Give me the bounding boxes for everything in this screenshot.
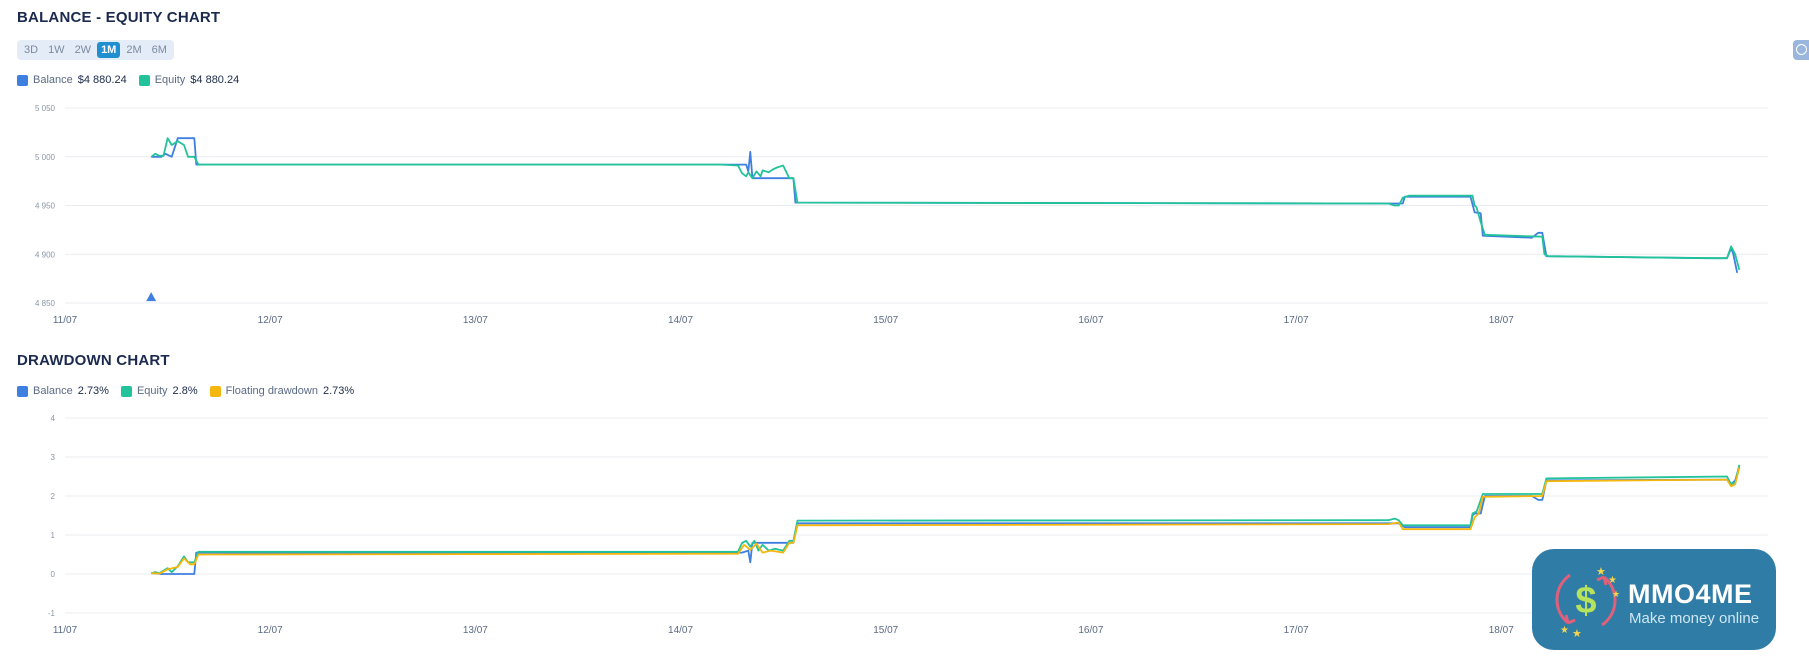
range-button-1w[interactable]: 1W	[48, 44, 65, 56]
equity-chart-legend: Balance $4 880.24 Equity $4 880.24	[17, 74, 251, 86]
watermark-subtitle: Make money online	[1629, 610, 1760, 627]
drawdown-chart-legend: Balance 2.73% Equity 2.8% Floating drawdown 2…	[17, 385, 366, 397]
x-tick-label: 17/07	[1284, 625, 1309, 636]
x-tick-label: 11/07	[53, 625, 78, 636]
watermark-title: MMO4ME	[1628, 579, 1753, 609]
svg-text:$: $	[1575, 580, 1596, 622]
x-tick-label: 13/07	[463, 315, 488, 326]
time-range-selector: 3D 1W 2W 1M 2M 6M	[17, 40, 174, 60]
range-button-6m[interactable]: 6M	[151, 44, 167, 56]
svg-text:★: ★	[1560, 625, 1569, 636]
dollar-logo-icon: $ ★ ★ ★ ★ ★	[1555, 566, 1620, 639]
y-tick-label: 4 900	[35, 250, 56, 259]
legend-name: Equity	[154, 74, 186, 86]
legend-swatch	[209, 385, 221, 397]
legend-item-equity[interactable]: Equity $4 880.24	[138, 74, 240, 86]
x-tick-label: 17/07	[1284, 315, 1309, 326]
zoom-out-icon	[1796, 44, 1807, 55]
svg-text:★: ★	[1596, 566, 1606, 578]
zoom-out-button[interactable]	[1793, 40, 1809, 60]
y-tick-label: 1	[51, 531, 56, 540]
x-tick-label: 15/07	[873, 625, 898, 636]
x-tick-label: 13/07	[463, 625, 488, 636]
y-tick-label: 3	[51, 453, 56, 462]
range-button-2m[interactable]: 2M	[126, 44, 142, 56]
x-tick-label: 14/07	[668, 625, 693, 636]
y-tick-label: 4	[51, 414, 56, 423]
x-tick-label: 18/07	[1489, 315, 1514, 326]
balance-equity-chart: 4 850 4 900 4 950 5 000 5 050 11/07 12/07 13/07…	[35, 104, 1768, 326]
legend-item-floating-drawdown[interactable]: Floating drawdown 2.73%	[209, 385, 355, 397]
series-line-equity	[150, 137, 1741, 271]
y-tick-label: -1	[48, 609, 56, 618]
legend-item-balance[interactable]: Balance 2.73%	[17, 385, 109, 397]
x-tick-label: 12/07	[258, 315, 283, 326]
equity-chart-title: BALANCE - EQUITY CHART	[17, 9, 221, 26]
legend-name: Floating drawdown	[225, 385, 318, 397]
legend-swatch	[120, 385, 132, 397]
legend-value: $4 880.24	[77, 74, 127, 86]
legend-value: $4 880.24	[190, 74, 240, 86]
y-tick-label: 4 850	[35, 299, 56, 308]
y-tick-label: 2	[51, 492, 56, 501]
x-tick-label: 11/07	[53, 315, 78, 326]
x-tick-label: 16/07	[1078, 625, 1103, 636]
mmo4me-watermark: $ ★ ★ ★ ★ ★ MMO4ME Make money online	[1532, 549, 1776, 650]
legend-item-balance[interactable]: Balance $4 880.24	[17, 74, 127, 86]
series-line-equity	[150, 464, 1741, 575]
range-button-2w[interactable]: 2W	[74, 44, 92, 56]
legend-value: 2.73%	[322, 385, 355, 397]
legend-item-equity[interactable]: Equity 2.8%	[120, 385, 198, 397]
y-tick-label: 5 000	[35, 153, 56, 162]
legend-value: 2.8%	[172, 385, 198, 397]
legend-swatch	[17, 74, 28, 86]
drawdown-chart: -1 0 1 2 3 4 11/07 12/07 13/07 14/07 15/07 16/07 17/…	[48, 414, 1768, 636]
legend-name: Equity	[136, 385, 168, 397]
legend-name: Balance	[33, 74, 73, 86]
x-tick-label: 15/07	[873, 315, 898, 326]
legend-swatch	[138, 74, 150, 86]
x-tick-label: 14/07	[668, 315, 693, 326]
svg-text:★: ★	[1612, 589, 1620, 599]
legend-name: Balance	[33, 385, 73, 397]
x-tick-label: 18/07	[1489, 625, 1514, 636]
legend-value: 2.73%	[77, 385, 109, 397]
range-button-1m[interactable]: 1M	[97, 42, 121, 58]
legend-swatch	[17, 385, 28, 397]
x-tick-label: 16/07	[1078, 315, 1103, 326]
y-tick-label: 0	[51, 570, 56, 579]
svg-text:★: ★	[1608, 575, 1617, 586]
range-button-3d[interactable]: 3D	[24, 44, 39, 56]
drawdown-chart-title: DRAWDOWN CHART	[17, 352, 170, 369]
x-tick-label: 12/07	[258, 625, 283, 636]
y-tick-label: 5 050	[35, 104, 56, 113]
trade-marker-icon[interactable]	[146, 292, 157, 302]
y-tick-label: 4 950	[35, 202, 56, 211]
svg-text:★: ★	[1572, 628, 1582, 639]
series-line-floating-drawdown	[151, 467, 1741, 575]
